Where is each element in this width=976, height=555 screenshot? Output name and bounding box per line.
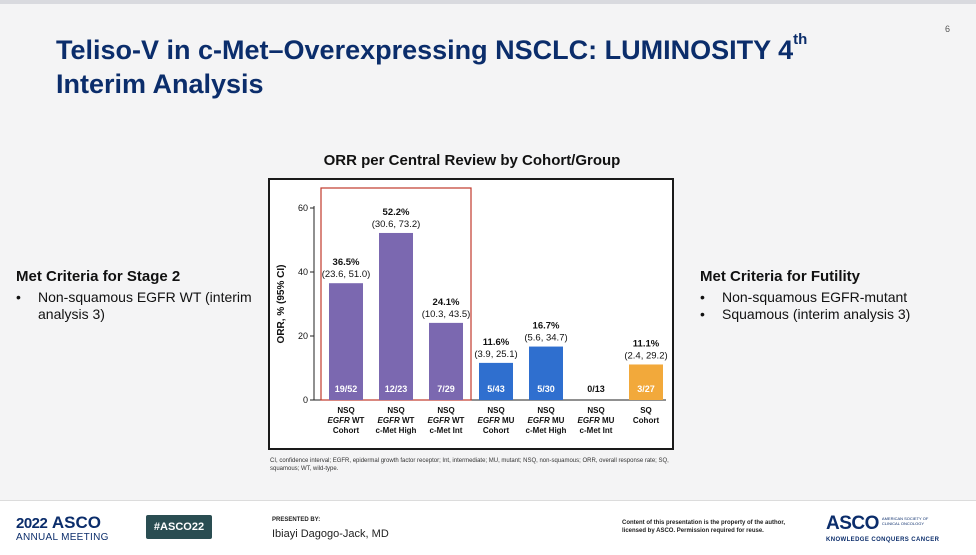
data-label: 16.7% (533, 321, 560, 332)
ci-label: (10.3, 43.5) (422, 309, 471, 320)
x-tick-label: NSQ (487, 406, 504, 415)
x-tick-label: c-Met Int (430, 426, 463, 435)
orr-bar-chart: 0 20 40 60 ORR, % (95% CI) 19/52 36.5%(23.6, 5… (276, 187, 668, 435)
futility-bullet-list: Non-squamous EGFR-mutant Squamous (inter… (700, 289, 970, 323)
futility-heading: Met Criteria for Futility (700, 268, 861, 285)
bar-count-label: 5/30 (537, 384, 555, 394)
x-tick-label: NSQ (387, 406, 404, 415)
ci-label: (2.4, 29.2) (624, 350, 667, 361)
stage2-bullet: Non-squamous EGFR WT (interim analysis 3… (16, 289, 256, 323)
asco-society-name: AMERICAN SOCIETY OF CLINICAL ONCOLOGY (881, 516, 929, 526)
bar-count-label: 12/23 (385, 384, 408, 394)
meeting-name: ANNUAL MEETING (16, 532, 109, 543)
x-tick-label: Cohort (483, 426, 510, 435)
futility-bullet: Squamous (interim analysis 3) (700, 306, 970, 323)
bar-count-label: 3/27 (637, 384, 655, 394)
x-tick-label: EGFR WT (378, 416, 415, 425)
bar (629, 364, 663, 400)
meeting-logo: 2022 ASCO ANNUAL MEETING (16, 513, 136, 543)
presenter-name: Ibiayi Dagogo-Jack, MD (272, 528, 389, 540)
meeting-org: ASCO (51, 513, 101, 532)
bar (329, 283, 363, 400)
x-tick-label: EGFR MU (578, 416, 615, 425)
x-tick-label: NSQ (437, 406, 454, 415)
chart-footnote: CI, confidence interval; EGFR, epidermal… (270, 458, 669, 472)
x-tick-label: NSQ (537, 406, 554, 415)
chart-frame: 0 20 40 60 ORR, % (95% CI) 19/52 36.5% (23.6, 5… (268, 178, 674, 450)
stage2-criteria-panel: Met Criteria for Stage 2 Non-squamous EG… (16, 268, 256, 323)
x-tick-label: SQ (640, 406, 652, 415)
chart-title: ORR per Central Review by Cohort/Group (323, 152, 621, 169)
bar-count-label: 5/43 (487, 384, 505, 394)
bar (529, 346, 563, 400)
ci-label: (23.6, 51.0) (322, 269, 371, 280)
data-label: 11.6% (483, 337, 510, 348)
presented-by-label: PRESENTED BY: (272, 517, 321, 523)
x-tick-label: EGFR MU (478, 416, 515, 425)
title-line2: Interim Analysis (56, 69, 264, 99)
x-tick-label: EGFR MU (528, 416, 565, 425)
bar (379, 232, 413, 400)
x-tick-label: NSQ (587, 406, 604, 415)
y-tick-label: 60 (298, 203, 308, 213)
stage2-bullet-list: Non-squamous EGFR WT (interim analysis 3… (16, 289, 256, 323)
futility-bullet: Non-squamous EGFR-mutant (700, 289, 970, 306)
bar-count-label: 0/13 (587, 384, 605, 394)
y-tick-label: 40 (298, 267, 308, 277)
x-tick-label: NSQ (337, 406, 354, 415)
title-superscript: th (793, 31, 808, 48)
bar-count-label: 19/52 (335, 384, 358, 394)
asco-tagline: KNOWLEDGE CONQUERS CANCER (826, 537, 940, 543)
data-label: 24.1% (433, 297, 460, 308)
x-tick-label: c-Met High (526, 426, 567, 435)
data-label: 52.2% (383, 207, 410, 218)
x-tick-label: c-Met Int (580, 426, 613, 435)
bar (479, 362, 513, 400)
bar (429, 322, 463, 400)
page-number: 6 (944, 24, 950, 34)
x-tick-label: EGFR WT (328, 416, 365, 425)
ci-label: (3.9, 25.1) (474, 349, 517, 360)
y-axis-title: ORR, % (95% CI) (276, 265, 287, 344)
hashtag-badge: #ASCO22 (146, 515, 212, 539)
bar-count-label: 7/29 (437, 384, 455, 394)
futility-criteria-panel: Met Criteria for Futility Non-squamous E… (700, 268, 970, 323)
top-bar (0, 0, 976, 4)
data-label: 36.5% (333, 257, 360, 268)
ci-label: (30.6, 73.2) (372, 219, 421, 230)
y-tick-label: 20 (298, 331, 308, 341)
slide-footer: 2022 ASCO ANNUAL MEETING #ASCO22 PRESENT… (0, 500, 976, 555)
presenter-block: PRESENTED BY: Ibiayi Dagogo-Jack, MD (272, 517, 389, 540)
data-label: 11.1% (633, 338, 660, 349)
asco-logo-word: ASCO (826, 513, 879, 534)
stage2-heading: Met Criteria for Stage 2 (16, 268, 181, 285)
y-tick-label: 0 (303, 395, 308, 405)
slide-title: Teliso-V in c-Met–Overexpressing NSCLC: … (56, 31, 936, 101)
x-tick-label: Cohort (633, 416, 660, 425)
copyright-notice: Content of this presentation is the prop… (622, 520, 786, 534)
ci-label: (5.6, 34.7) (524, 333, 567, 344)
title-line1: Teliso-V in c-Met–Overexpressing NSCLC: … (56, 35, 794, 65)
x-tick-label: Cohort (333, 426, 360, 435)
x-tick-label: EGFR WT (428, 416, 465, 425)
meeting-year: 2022 (16, 515, 48, 532)
asco-logo: ASCO AMERICAN SOCIETY OF CLINICAL ONCOLOG… (826, 513, 966, 543)
x-tick-label: c-Met High (376, 426, 417, 435)
